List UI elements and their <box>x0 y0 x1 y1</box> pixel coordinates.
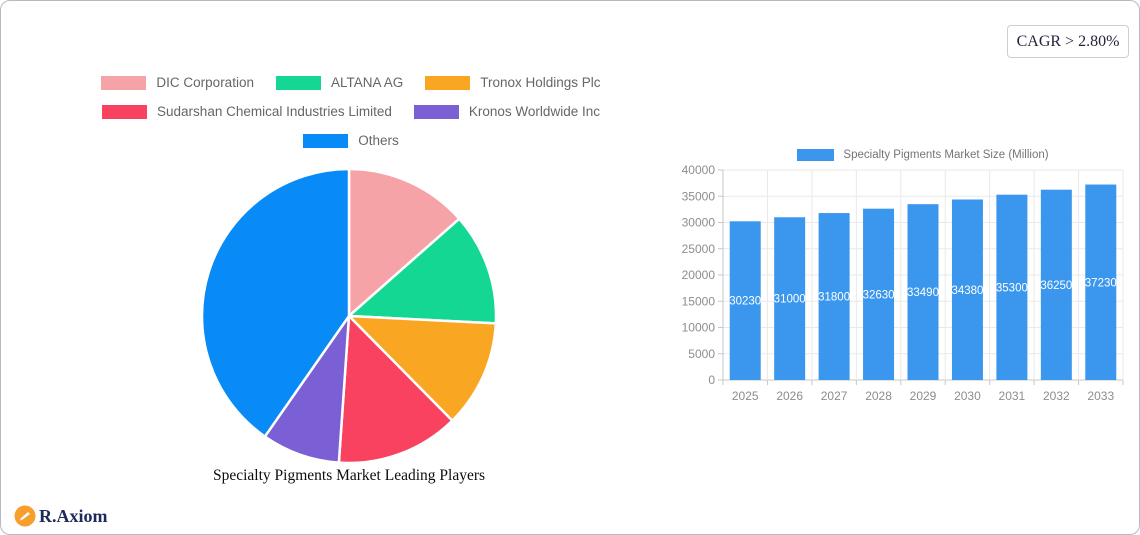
y-tick-label: 25000 <box>682 242 716 256</box>
pie-legend-item[interactable]: Others <box>303 133 399 148</box>
x-tick-label: 2032 <box>1043 389 1070 403</box>
pie-legend-swatch-icon <box>101 75 147 90</box>
pie-legend-item[interactable]: ALTANA AG <box>275 75 404 90</box>
pie-legend-swatch-icon <box>303 133 349 148</box>
bar-value-label: 32630 <box>863 289 895 301</box>
pie-legend-item[interactable]: Kronos Worldwide Inc <box>413 104 600 119</box>
pie-legend-label: Sudarshan Chemical Industries Limited <box>157 104 392 119</box>
pie-legend-swatch-icon <box>102 104 148 119</box>
pie-legend-label: Kronos Worldwide Inc <box>468 104 600 119</box>
pie-legend-label: Others <box>358 133 399 148</box>
pie-slice <box>347 217 498 325</box>
bar-value-label: 31800 <box>818 292 850 304</box>
bar-legend-swatch-icon <box>797 149 835 161</box>
logo-text: R.Axiom <box>39 505 108 526</box>
pie-legend-label: DIC Corporation <box>156 75 254 90</box>
pie-slice <box>347 167 461 318</box>
pie-legend-row: Others <box>31 133 671 148</box>
x-tick-label: 2026 <box>776 389 803 403</box>
bar <box>774 217 806 380</box>
y-tick-label: 20000 <box>682 268 716 282</box>
pie-legend-swatch-icon <box>425 75 471 90</box>
pie-slice <box>337 314 454 465</box>
x-tick-label: 2031 <box>999 389 1026 403</box>
pie-slice <box>200 167 351 438</box>
bar-chart: 0 5000 10000 15000 20000 25000 30000 35000 40000… <box>682 163 1124 403</box>
cagr-label: CAGR > 2.80% <box>1016 32 1120 50</box>
bar <box>863 208 895 380</box>
bar-value-label: 34380 <box>951 285 983 297</box>
pie-legend-row: Sudarshan Chemical Industries Limited Kro… <box>31 104 671 119</box>
bar-value-label: 37230 <box>1085 277 1117 289</box>
x-tick-label: 2033 <box>1087 389 1114 403</box>
pie-legend-item[interactable]: Sudarshan Chemical Industries Limited <box>102 104 392 119</box>
pie-legend-label: ALTANA AG <box>330 75 404 90</box>
pie-legend-label: Tronox Holdings Plc <box>480 75 601 90</box>
bar-legend[interactable]: Specialty Pigments Market Size (Million) <box>723 147 1123 163</box>
bar <box>951 199 983 380</box>
pie-slice <box>347 314 498 422</box>
x-tick-label: 2027 <box>821 389 848 403</box>
pie-legend-swatch-icon <box>275 75 321 90</box>
pie-quill-icon <box>14 505 36 527</box>
y-tick-label: 40000 <box>682 163 716 177</box>
pie-legend-item[interactable]: DIC Corporation <box>101 75 254 90</box>
y-tick-label: 35000 <box>682 189 716 203</box>
y-tick-label: 0 <box>708 373 715 387</box>
brand-logo: R.Axiom <box>13 504 108 528</box>
bar <box>729 221 761 380</box>
pie-chart-title: Specialty Pigments Market Leading Player… <box>212 467 486 484</box>
x-tick-label: 2030 <box>954 389 981 403</box>
y-tick-label: 10000 <box>682 321 716 335</box>
x-tick-label: 2028 <box>865 389 892 403</box>
bar-value-label: 33490 <box>907 287 939 299</box>
y-tick-label: 30000 <box>682 216 716 230</box>
pie-legend-row: DIC Corporation ALTANA AG Tronox Holdings … <box>31 75 671 90</box>
y-tick-label: 15000 <box>682 294 716 308</box>
bar-value-label: 36250 <box>1040 280 1072 292</box>
cagr-badge: CAGR > 2.80% <box>1007 25 1129 58</box>
x-tick-label: 2025 <box>732 389 759 403</box>
bar-value-label: 30230 <box>729 296 761 308</box>
bar <box>1085 184 1117 380</box>
pie-chart <box>200 167 498 465</box>
bar-value-label: 31000 <box>774 294 806 306</box>
bar-value-label: 35300 <box>996 282 1028 294</box>
bar <box>818 213 850 380</box>
x-tick-label: 2029 <box>910 389 937 403</box>
bar <box>1040 189 1072 380</box>
bar-legend-label: Specialty Pigments Market Size (Million) <box>843 149 1049 161</box>
bar <box>907 204 939 380</box>
pie-legend-swatch-icon <box>413 104 459 119</box>
y-tick-label: 5000 <box>688 347 715 361</box>
pie-legend: DIC Corporation ALTANA AG Tronox Holdings … <box>31 75 671 162</box>
bar <box>996 194 1028 380</box>
pie-legend-item[interactable]: Tronox Holdings Plc <box>425 75 601 90</box>
